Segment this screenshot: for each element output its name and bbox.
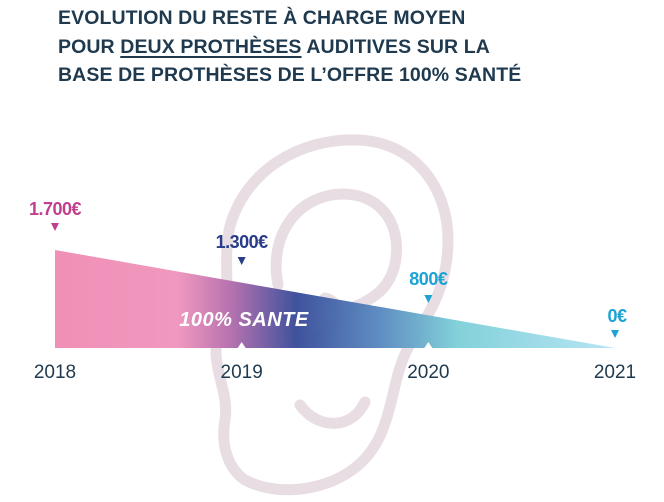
chart-title: EVOLUTION DU RESTE À CHARGE MOYEN POUR D… bbox=[58, 4, 618, 90]
x-tick-label: 2020 bbox=[407, 362, 449, 383]
title-line-2: POUR DEUX PROTHÈSES AUDITIVES SUR LA bbox=[58, 33, 618, 62]
title-line-2-start: POUR bbox=[58, 35, 121, 58]
data-label: 800€ bbox=[409, 269, 448, 289]
data-label: 1.700€ bbox=[29, 199, 82, 219]
title-line-2-end: AUDITIVES SUR LA bbox=[301, 35, 490, 58]
data-label: 0€ bbox=[607, 306, 627, 326]
baseline-tick bbox=[237, 342, 246, 348]
data-point-marker bbox=[611, 330, 619, 338]
data-label: 1.300€ bbox=[216, 232, 269, 252]
data-point-marker bbox=[237, 257, 246, 265]
x-tick-label: 2021 bbox=[594, 362, 636, 383]
ear-inner-fold bbox=[270, 188, 402, 314]
title-underlined-text: DEUX PROTHÈSES bbox=[120, 35, 302, 58]
baseline-tick bbox=[424, 342, 433, 348]
ear-lobe-curve bbox=[294, 396, 371, 429]
data-point-marker bbox=[51, 223, 59, 231]
x-tick-label: 2018 bbox=[34, 362, 76, 383]
x-tick-label: 2019 bbox=[221, 362, 263, 383]
reste-a-charge-area bbox=[55, 250, 615, 348]
100-sante-label: 100% SANTE bbox=[179, 309, 309, 331]
data-point-marker bbox=[424, 295, 433, 303]
title-line-1: EVOLUTION DU RESTE À CHARGE MOYEN bbox=[58, 7, 466, 29]
ear-outer-outline bbox=[210, 134, 454, 496]
chart-marks: 2018 1.700€ 2019 1.300€ 2020 800€ 2021 0€ bbox=[29, 199, 636, 383]
title-line-3: BASE DE PROTHÈSES DE L’OFFRE 100% SANTÉ bbox=[58, 64, 522, 86]
